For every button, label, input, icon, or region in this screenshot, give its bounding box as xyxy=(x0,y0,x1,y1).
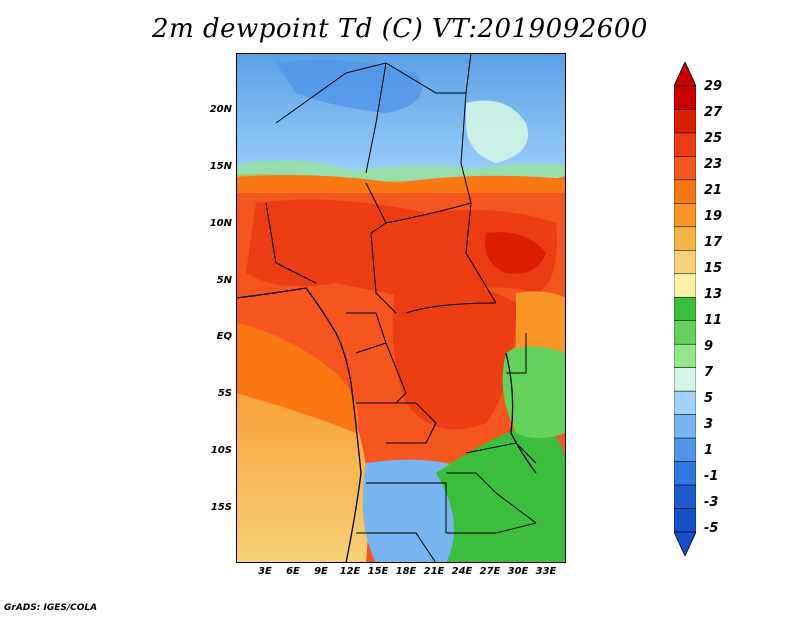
field-north-darkblue xyxy=(276,59,422,113)
colorbar-segment xyxy=(674,132,696,157)
field-transition xyxy=(236,175,566,193)
cb-label-23: 23 xyxy=(704,157,723,172)
colorbar-segment xyxy=(674,297,696,321)
colorbar-segment xyxy=(674,390,696,415)
lat-label-20n: 20N xyxy=(209,104,232,115)
coastline xyxy=(236,287,537,563)
colorbar-segment xyxy=(674,226,696,251)
colorbar-segment xyxy=(674,367,696,392)
lon-label-9e: 9E xyxy=(314,566,328,577)
field-south-green xyxy=(436,423,566,563)
colorbar-segment xyxy=(674,320,696,345)
field-south-orange xyxy=(236,323,359,433)
cb-label-9: 9 xyxy=(704,339,714,354)
cb-label-21: 21 xyxy=(704,183,723,198)
cb-label-3: 3 xyxy=(704,417,714,432)
lon-label-18e: 18E xyxy=(395,566,417,577)
cb-label-29: 29 xyxy=(704,79,723,94)
colorbar xyxy=(674,62,696,556)
field-core-red xyxy=(246,199,557,303)
field-basin xyxy=(392,280,516,430)
lon-label-6e: 6E xyxy=(286,566,300,577)
field-east-orange xyxy=(516,291,566,353)
cb-label-25: 25 xyxy=(704,131,723,146)
footer-credit: GrADS: IGES/COLA xyxy=(4,603,98,613)
lat-label-eq: EQ xyxy=(216,331,232,342)
lat-label-15n: 15N xyxy=(209,161,232,172)
plot-title: 2m dewpoint Td (C) VT:2019092600 xyxy=(152,14,648,44)
cb-label-27: 27 xyxy=(704,105,723,120)
colorbar-segment xyxy=(674,156,696,181)
colorbar-segment xyxy=(674,414,696,439)
field-core-darkred xyxy=(485,232,546,274)
lat-label-5n: 5N xyxy=(216,275,232,286)
colorbar-segment xyxy=(674,461,696,486)
lat-label-10n: 10N xyxy=(209,218,232,229)
cb-label-7: 7 xyxy=(704,365,714,380)
lat-label-10s: 10S xyxy=(210,445,232,456)
map-frame xyxy=(236,53,566,563)
colorbar-segment xyxy=(674,179,696,204)
field-east-green xyxy=(502,339,566,438)
cb-label-1: 1 xyxy=(704,443,714,458)
cb-label-13: 13 xyxy=(704,287,723,302)
colorbar-segment xyxy=(674,437,696,462)
colorbar-segment xyxy=(674,273,696,298)
field-north-light xyxy=(466,100,528,163)
cb-label-15: 15 xyxy=(704,261,723,276)
lon-label-15e: 15E xyxy=(367,566,389,577)
colorbar-segment xyxy=(674,343,696,368)
dewpoint-map xyxy=(236,53,566,563)
lon-label-21e: 21E xyxy=(423,566,445,577)
cb-label-17: 17 xyxy=(704,235,723,250)
colorbar-top-arrow xyxy=(674,62,696,87)
colorbar-segment xyxy=(674,109,696,134)
colorbar-bottom-arrow xyxy=(674,531,696,556)
colorbar-segment xyxy=(674,85,696,110)
cb-label-neg3: -3 xyxy=(704,495,719,510)
colorbar-segment xyxy=(674,508,696,533)
lon-label-30e: 30E xyxy=(507,566,529,577)
lat-label-15s: 15S xyxy=(210,502,232,513)
lon-label-12e: 12E xyxy=(339,566,361,577)
cb-label-19: 19 xyxy=(704,209,723,224)
colorbar-segment xyxy=(674,250,696,275)
cb-label-5: 5 xyxy=(704,391,714,406)
colorbar-segment xyxy=(674,484,696,509)
lat-label-5s: 5S xyxy=(217,388,232,399)
cb-label-neg1: -1 xyxy=(704,469,719,484)
colorbar-segment xyxy=(674,203,696,228)
lon-label-24e: 24E xyxy=(451,566,473,577)
lon-label-3e: 3E xyxy=(258,566,272,577)
cb-label-11: 11 xyxy=(704,313,723,328)
lon-label-33e: 33E xyxy=(535,566,557,577)
lon-label-27e: 27E xyxy=(479,566,501,577)
cb-label-neg5: -5 xyxy=(704,521,719,536)
